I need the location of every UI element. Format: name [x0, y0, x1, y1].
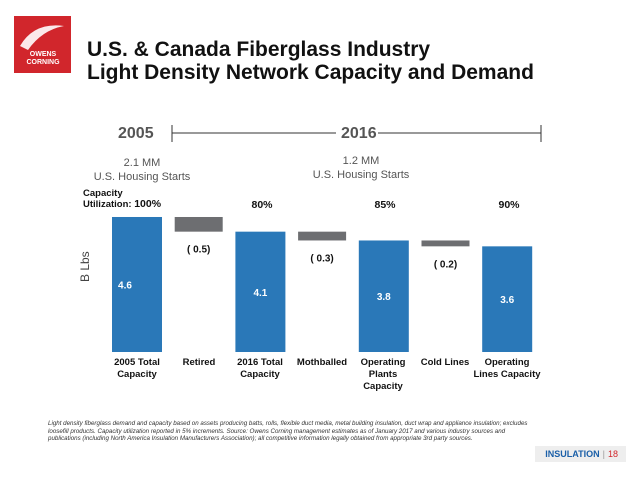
- category-line: Capacity: [117, 369, 157, 380]
- total-bar: [112, 216, 162, 352]
- housing-starts-2016-label: U.S. Housing Starts: [312, 169, 410, 181]
- utilization-2005: 100%: [134, 198, 162, 210]
- housing-starts-2016-value: 1.2 MM: [342, 155, 380, 167]
- year-start: 2005: [118, 125, 154, 142]
- total-bar: [235, 231, 286, 352]
- housing-starts-2005: 2.1 MM U.S. Housing Starts: [92, 156, 192, 184]
- category-line: Capacity: [240, 369, 280, 380]
- category-line: Operating: [360, 357, 406, 368]
- page-footer: INSULATION | 18: [535, 446, 626, 462]
- cap-label-line-2: Utilization:: [83, 199, 132, 210]
- title-line-1: U.S. & Canada Fiberglass Industry: [87, 38, 431, 61]
- category-line: Operating: [484, 357, 530, 368]
- data-label: ( 0.5): [187, 245, 210, 256]
- category-line: Cold Lines: [420, 357, 470, 368]
- category-label: Operating Lines Capacity: [471, 357, 543, 381]
- data-label: 4.6: [118, 280, 132, 291]
- utilization-operating-plants: 85%: [374, 199, 396, 211]
- timeline-bracket: [171, 125, 542, 142]
- capacity-utilization-label: Capacity Utilization: 100%: [83, 188, 161, 210]
- decrease-bar: [298, 231, 347, 241]
- category-line: Capacity: [363, 381, 403, 392]
- data-label: ( 0.2): [434, 259, 457, 270]
- page-title: U.S. & Canada Fiberglass Industry Light …: [87, 38, 534, 84]
- data-label: 4.1: [253, 288, 267, 299]
- page-number: 18: [607, 449, 618, 459]
- owens-corning-logo: OWENS CORNING: [14, 16, 71, 73]
- category-line: Retired: [182, 357, 216, 368]
- total-bar: [482, 246, 533, 352]
- category-label: 2005 Total Capacity: [101, 357, 173, 381]
- title-line-2: Light Density Network Capacity and Deman…: [87, 61, 534, 84]
- y-axis-label: B Lbs: [78, 251, 92, 282]
- footer-section: INSULATION: [545, 449, 600, 459]
- category-label: Retired: [163, 357, 235, 369]
- housing-starts-2005-value: 2.1 MM: [123, 157, 161, 169]
- housing-starts-2016: 1.2 MM U.S. Housing Starts: [308, 154, 414, 182]
- data-label: ( 0.3): [310, 253, 333, 264]
- data-label: 3.6: [500, 295, 514, 306]
- footnote: Light density fiberglass demand and capa…: [48, 420, 528, 443]
- category-line: Lines Capacity: [473, 369, 541, 380]
- category-label: 2016 Total Capacity: [224, 357, 296, 381]
- category-line: Plants: [368, 369, 398, 380]
- data-label: 3.8: [377, 292, 391, 303]
- category-label: Mothballed: [286, 357, 358, 369]
- category-label: Cold Lines: [409, 357, 481, 369]
- footer-separator: |: [602, 449, 605, 459]
- housing-starts-2005-label: U.S. Housing Starts: [93, 171, 191, 183]
- category-line: Mothballed: [296, 357, 348, 368]
- logo-text-top: OWENS: [30, 51, 57, 58]
- decrease-bar: [174, 216, 223, 232]
- year-end: 2016: [341, 125, 377, 142]
- category-line: 2005 Total: [114, 357, 160, 368]
- utilization-2016-total: 80%: [251, 199, 273, 211]
- decrease-bar: [421, 240, 470, 247]
- utilization-operating-lines: 90%: [498, 199, 520, 211]
- logo-text-bottom: CORNING: [26, 59, 60, 66]
- cap-label-line-1: Capacity: [83, 188, 123, 199]
- total-bar: [358, 240, 409, 352]
- category-label: Operating Plants Capacity: [347, 357, 419, 393]
- category-line: 2016 Total: [237, 357, 283, 368]
